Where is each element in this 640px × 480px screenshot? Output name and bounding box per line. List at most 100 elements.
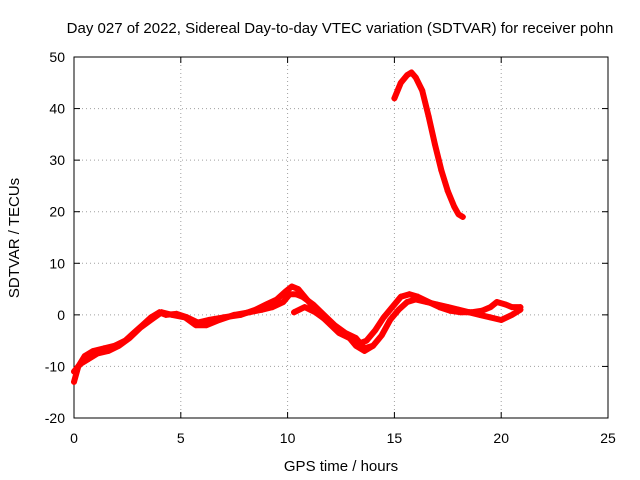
x-tick-label: 5 [177,430,185,446]
data-point [455,306,462,313]
y-tick-label: 20 [49,204,65,220]
series-line [71,291,524,375]
data-point [258,306,265,313]
data-point [404,298,411,305]
y-tick-label: 40 [49,101,65,117]
data-point [380,314,387,321]
data-point [389,304,396,311]
data-point [404,72,411,79]
data-point [115,342,122,349]
data-point [182,314,189,321]
series-line [71,283,524,385]
data-point [291,309,298,316]
y-tick-label: 0 [57,307,65,323]
data-point [391,95,398,102]
data-point [246,309,253,316]
data-point [387,317,394,324]
data-point [425,113,432,120]
data-point [438,167,445,174]
data-point [352,335,359,342]
data-point [406,291,413,298]
data-point [286,291,293,298]
series-line [391,69,466,220]
data-point [487,304,494,311]
data-point [493,298,500,305]
data-point [71,378,77,385]
series-trace-c [291,304,377,354]
data-point [85,355,92,362]
data-point [408,69,415,76]
data-point [147,317,154,324]
data-point [71,368,77,375]
data-series [71,69,524,385]
data-point [158,309,165,316]
data-point [508,311,515,318]
y-axis-ticks: -20 -10 0 10 20 30 40 50 [45,49,608,426]
y-axis-label: SDTVAR / TECUs [6,178,23,298]
x-tick-label: 0 [70,430,78,446]
data-point [288,283,295,290]
data-point [280,298,287,305]
data-point [94,350,101,357]
data-point [370,342,377,349]
data-point [293,291,300,298]
y-tick-label: 30 [49,152,65,168]
data-point [419,87,426,94]
data-point [361,347,368,354]
data-point [397,293,404,300]
data-point [466,309,473,316]
data-point [455,211,462,218]
data-point [395,306,402,313]
data-point [502,301,509,308]
x-tick-label: 10 [280,430,296,446]
series-trace-a [71,283,524,385]
data-point [299,293,306,300]
data-point [459,213,466,220]
x-tick-label: 15 [387,430,403,446]
x-tick-label: 20 [493,430,509,446]
data-point [397,79,404,86]
data-point [137,324,144,331]
data-point [344,332,351,339]
data-point [451,203,458,210]
data-point [295,286,302,293]
data-point [476,311,483,318]
data-point [363,337,370,344]
x-axis-ticks: 0 5 10 15 20 25 [70,57,616,446]
y-tick-label: -10 [45,358,65,374]
y-tick-label: -20 [45,410,65,426]
data-point [508,304,515,311]
data-point [273,296,280,303]
plot-frame [73,56,609,419]
data-point [372,327,379,334]
data-point [126,335,133,342]
x-axis-label: GPS time / hours [284,458,398,475]
data-point [487,314,494,321]
y-tick-label: 50 [49,49,65,65]
data-point [378,332,385,339]
data-point [269,304,276,311]
data-point [203,322,210,329]
data-point [412,74,419,81]
data-point [192,322,199,329]
data-point [216,317,223,324]
data-point [444,304,451,311]
grid [74,57,608,418]
data-point [169,311,176,318]
data-point [77,360,84,367]
data-point [444,188,451,195]
data-point [423,298,430,305]
data-point [105,347,112,354]
data-point [282,288,289,295]
data-point [333,324,340,331]
data-point [352,342,359,349]
data-point [434,301,441,308]
data-point [412,296,419,303]
series-trace-d [391,69,466,220]
chart-title: Day 027 of 2022, Sidereal Day-to-day VTE… [67,20,614,37]
data-point [323,317,330,324]
data-point [310,301,317,308]
x-tick-label: 25 [600,430,616,446]
data-point [498,317,505,324]
